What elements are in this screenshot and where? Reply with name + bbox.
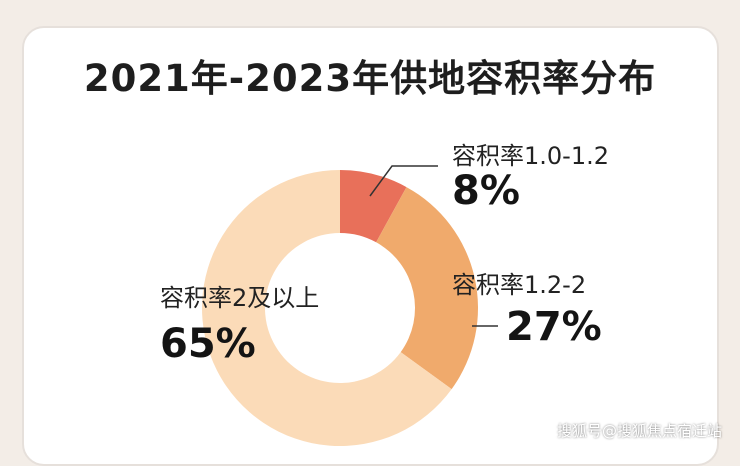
chart-title: 2021年-2023年供地容积率分布 [83,57,657,100]
slice-2-value: 27% [506,304,602,350]
donut-slice-1 [340,170,407,243]
slice-1-label: 容积率1.0-1.2 [452,142,609,170]
leader-line-slice-1 [369,165,438,197]
donut-chart: 容积率1.0-1.2 8% 容积率1.2-2 27% 容积率2及以上 65% [160,142,609,447]
donut-slices [201,170,478,447]
slice-1-value: 8% [452,168,520,214]
slice-3-label: 容积率2及以上 [160,284,319,312]
donut-slice-2 [376,187,478,390]
watermark: 搜狐号@搜狐焦点宿迁站 [556,422,722,440]
donut-slice-3 [201,170,452,447]
slice-3-value: 65% [160,321,256,367]
slice-2-label: 容积率1.2-2 [452,271,586,299]
